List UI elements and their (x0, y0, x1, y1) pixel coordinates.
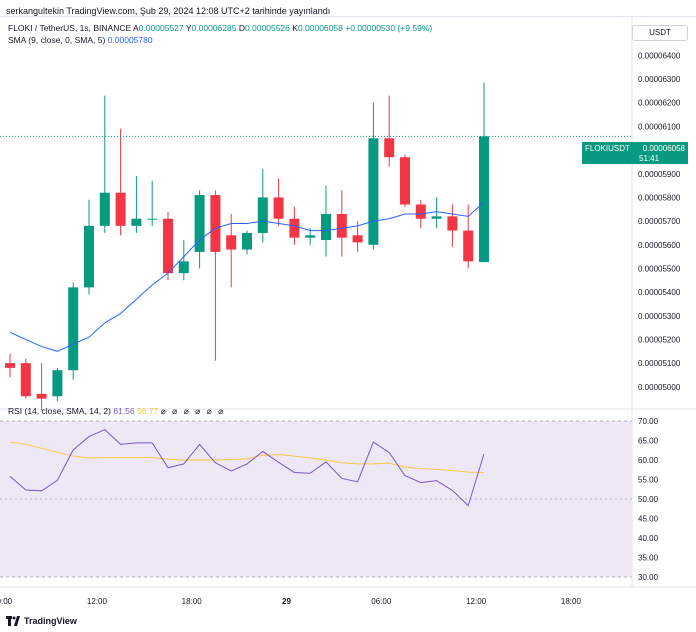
rsi-line (9, 428, 485, 507)
legend-close-value: 0.00006058 (297, 23, 343, 33)
candle-body (257, 197, 268, 233)
candle-body (321, 214, 331, 241)
legend-close-label: K (292, 23, 298, 33)
candle-body (242, 232, 252, 250)
candle-body (52, 370, 63, 397)
sma-line (9, 201, 485, 352)
candle-body (384, 138, 395, 158)
rsi-tick-label: 30.00 (638, 573, 659, 582)
candle-body (368, 138, 379, 245)
candle-body (352, 235, 363, 243)
price-tick-label: 0.00005500 (638, 264, 681, 273)
candle-body (447, 216, 458, 231)
time-tick-label: 29 (282, 597, 291, 606)
price-tick-label: 0.00006400 (638, 51, 681, 60)
rsi-tick-label: 40.00 (638, 534, 659, 543)
candle-body (305, 235, 316, 238)
legend-title: FLOKI / TetherUS, 1s, BINANCE (8, 23, 132, 33)
legend-open-label: A (133, 23, 139, 33)
time-tick-label: 06:00 (371, 597, 392, 606)
time-tick-label: 12:00 (87, 597, 108, 606)
sma-value: 0.00005780 (107, 35, 153, 45)
rsi-tick-label: 45.00 (638, 515, 659, 524)
time-tick-label: 18:00 (561, 597, 582, 606)
candle-body (210, 195, 221, 252)
main-legend: FLOKI / TetherUS, 1s, BINANCE A0.0000552… (8, 23, 432, 33)
candle-body (194, 195, 205, 252)
rsi-label: RSI (14, close, SMA, 14, 2) (8, 406, 111, 416)
candle-body (84, 225, 94, 288)
price-tick-label: 0.00005900 (638, 170, 681, 179)
tradingview-footer[interactable]: TradingView (6, 616, 77, 626)
candle-body (131, 218, 142, 226)
chart-panel[interactable]: 0.000065000.000064000.000063000.00006200… (0, 16, 696, 616)
candle-body (115, 192, 126, 226)
rsi-tick-label: 60.00 (638, 456, 659, 465)
rsi-ma-line (9, 441, 485, 474)
candle-body (400, 157, 410, 205)
last-price-tag: FLOKIUSDT 0.00006058 51:41 (582, 142, 688, 164)
footer-brand: TradingView (24, 616, 77, 626)
candle-body (289, 218, 300, 238)
price-tick-label: 0.00005700 (638, 217, 681, 226)
time-tick-label: 00:00 (0, 597, 13, 606)
price-tick-label: 0.00005100 (638, 359, 681, 368)
legend-open-value: 0.00005527 (138, 23, 184, 33)
rsi-ma-value: 56.77 (137, 406, 159, 416)
candle-body (431, 216, 442, 219)
sma-label: SMA (9, close, 0, SMA, 5) (8, 35, 106, 45)
candle-body (178, 261, 189, 274)
price-tick-label: 0.00005200 (638, 335, 681, 344)
price-tick-label: 0.00005300 (638, 312, 681, 321)
rsi-tick-label: 55.00 (638, 476, 659, 485)
published-caption: serkangultekin TradingView.com, Şub 29, … (6, 6, 331, 16)
rsi-legend[interactable]: RSI (14, close, SMA, 14, 2) 61.56 56.77 … (8, 406, 225, 417)
price-tick-label: 0.00006100 (638, 122, 681, 131)
rsi-value: 61.56 (113, 406, 135, 416)
candle-body (99, 192, 110, 226)
candle-body (226, 235, 237, 250)
candles-layer (5, 82, 489, 411)
currency-label[interactable]: USDT (632, 25, 688, 41)
rsi-placeholders: ⌀ ⌀ ⌀ ⌀ ⌀ ⌀ (160, 406, 226, 416)
candle-body (36, 393, 47, 399)
price-tag-countdown: 51:41 (639, 154, 660, 163)
time-tick-label: 18:00 (182, 597, 203, 606)
legend-high-label: Y (185, 23, 192, 33)
lines-layer (0, 135, 632, 507)
time-tick-label: 12:00 (466, 597, 487, 606)
candle-body (273, 197, 284, 219)
candle-body (479, 136, 489, 263)
candle-body (68, 287, 79, 371)
price-tick-label: 0.00005400 (638, 288, 681, 297)
candle-body (463, 230, 474, 262)
price-tick-label: 0.00006300 (638, 75, 681, 84)
price-tick-label: 0.00005800 (638, 193, 681, 202)
candle-body (163, 218, 173, 274)
rsi-tick-label: 70.00 (638, 417, 659, 426)
price-tick-label: 0.00006200 (638, 99, 681, 108)
legend-high-value: 0.00006285 (191, 23, 237, 33)
price-tag-symbol: FLOKIUSDT (585, 144, 630, 153)
sma-legend[interactable]: SMA (9, close, 0, SMA, 5) 0.00005780 (8, 35, 153, 45)
candle-body (5, 363, 15, 368)
axis-layer: 0.000065000.000064000.000063000.00006200… (0, 28, 681, 606)
chart-svg[interactable]: 0.000065000.000064000.000063000.00006200… (0, 17, 696, 617)
rsi-tick-label: 35.00 (638, 554, 659, 563)
rsi-tick-label: 50.00 (638, 495, 659, 504)
tradingview-logo-icon (6, 616, 20, 626)
price-tag-value: 0.00006058 (642, 144, 685, 153)
rsi-tick-label: 65.00 (638, 437, 659, 446)
candle-body (147, 218, 158, 220)
price-tick-label: 0.00005000 (638, 383, 681, 392)
candle-body (336, 214, 347, 238)
legend-low-label: D (238, 23, 245, 33)
legend-low-value: 0.00005526 (244, 23, 290, 33)
legend-change: +0.00000530 (+9.59%) (345, 23, 433, 33)
candle-body (415, 204, 426, 219)
candle-body (20, 363, 31, 397)
rsi-band-layer (0, 420, 632, 578)
price-tick-label: 0.00005600 (638, 241, 681, 250)
